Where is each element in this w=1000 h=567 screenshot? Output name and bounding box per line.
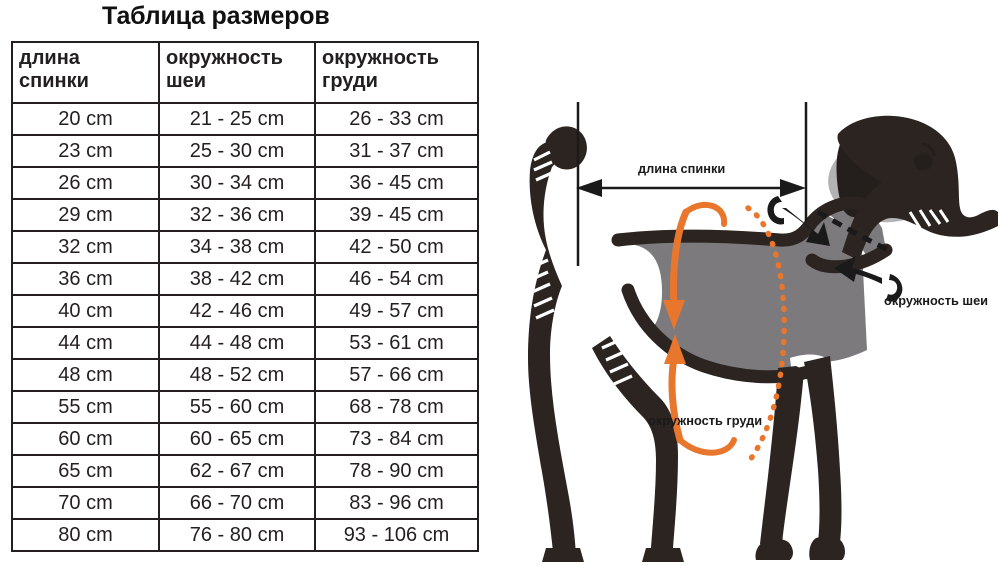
cell-neck-girth: 34 - 38 cm bbox=[158, 230, 316, 264]
cell-neck-girth: 44 - 48 cm bbox=[158, 326, 316, 360]
neck-girth-arrows bbox=[767, 196, 903, 302]
cell-chest-girth: 68 - 78 cm bbox=[314, 390, 479, 424]
table-row: 80 cm 76 - 80 cm 93 - 106 cm bbox=[11, 518, 479, 552]
back-length-label: длина спинки bbox=[638, 161, 725, 176]
cell-chest-girth: 46 - 54 cm bbox=[314, 262, 479, 296]
cell-chest-girth: 83 - 96 cm bbox=[314, 486, 479, 520]
cell-neck-girth: 38 - 42 cm bbox=[158, 262, 316, 296]
cell-back-length: 60 cm bbox=[11, 422, 160, 456]
page-title: Таблица размеров bbox=[102, 2, 330, 30]
chest-girth-label: окружность груди bbox=[648, 413, 762, 428]
table-row: 32 cm 34 - 38 cm 42 - 50 cm bbox=[11, 230, 479, 264]
muzzle-stripes bbox=[908, 209, 950, 229]
cell-back-length: 48 cm bbox=[11, 358, 160, 392]
cell-back-length: 26 cm bbox=[11, 166, 160, 200]
size-table: длина спинки окружность шеи окружность г… bbox=[11, 41, 479, 552]
cell-back-length: 44 cm bbox=[11, 326, 160, 360]
dog-rear-and-tail bbox=[528, 126, 684, 563]
cell-chest-girth: 31 - 37 cm bbox=[314, 134, 479, 168]
hind-leg-stripes bbox=[529, 150, 633, 386]
column-header-back-length: длина спинки bbox=[11, 41, 160, 104]
table-row: 40 cm 42 - 46 cm 49 - 57 cm bbox=[11, 294, 479, 328]
cell-neck-girth: 55 - 60 cm bbox=[158, 390, 316, 424]
table-header-row: длина спинки окружность шеи окружность г… bbox=[11, 41, 479, 104]
cell-neck-girth: 42 - 46 cm bbox=[158, 294, 316, 328]
table-row: 65 cm 62 - 67 cm 78 - 90 cm bbox=[11, 454, 479, 488]
cell-chest-girth: 93 - 106 cm bbox=[314, 518, 479, 552]
table-row: 55 cm 55 - 60 cm 68 - 78 cm bbox=[11, 390, 479, 424]
neck-girth-label: окружность шеи bbox=[884, 293, 988, 308]
cell-back-length: 40 cm bbox=[11, 294, 160, 328]
cell-chest-girth: 78 - 90 cm bbox=[314, 454, 479, 488]
cell-back-length: 23 cm bbox=[11, 134, 160, 168]
dog-measurement-diagram: длина спинки окружность шеи окружность г… bbox=[490, 100, 1000, 567]
cell-neck-girth: 66 - 70 cm bbox=[158, 486, 316, 520]
cell-neck-girth: 25 - 30 cm bbox=[158, 134, 316, 168]
cell-neck-girth: 21 - 25 cm bbox=[158, 102, 316, 136]
cell-back-length: 80 cm bbox=[11, 518, 160, 552]
cell-back-length: 65 cm bbox=[11, 454, 160, 488]
cell-neck-girth: 32 - 36 cm bbox=[158, 198, 316, 232]
back-length-double-arrow bbox=[576, 179, 806, 197]
chest-girth-orange-markers bbox=[663, 201, 787, 463]
cell-neck-girth: 62 - 67 cm bbox=[158, 454, 316, 488]
eye-icon bbox=[914, 142, 936, 171]
cell-back-length: 32 cm bbox=[11, 230, 160, 264]
table-row: 23 cm 25 - 30 cm 31 - 37 cm bbox=[11, 134, 479, 168]
cell-chest-girth: 57 - 66 cm bbox=[314, 358, 479, 392]
table-row: 29 cm 32 - 36 cm 39 - 45 cm bbox=[11, 198, 479, 232]
table-row: 44 cm 44 - 48 cm 53 - 61 cm bbox=[11, 326, 479, 360]
cell-chest-girth: 39 - 45 cm bbox=[314, 198, 479, 232]
cell-chest-girth: 42 - 50 cm bbox=[314, 230, 479, 264]
front-legs bbox=[755, 356, 845, 560]
table-row: 36 cm 38 - 42 cm 46 - 54 cm bbox=[11, 262, 479, 296]
cell-neck-girth: 48 - 52 cm bbox=[158, 358, 316, 392]
neck-girth-dashed-line bbox=[816, 209, 890, 253]
back-length-measure-guides bbox=[576, 102, 808, 266]
cell-chest-girth: 36 - 45 cm bbox=[314, 166, 479, 200]
cell-chest-girth: 53 - 61 cm bbox=[314, 326, 479, 360]
cell-neck-girth: 76 - 80 cm bbox=[158, 518, 316, 552]
table-row: 70 cm 66 - 70 cm 83 - 96 cm bbox=[11, 486, 479, 520]
cell-back-length: 55 cm bbox=[11, 390, 160, 424]
cell-back-length: 29 cm bbox=[11, 198, 160, 232]
table-row: 26 cm 30 - 34 cm 36 - 45 cm bbox=[11, 166, 479, 200]
cell-neck-girth: 60 - 65 cm bbox=[158, 422, 316, 456]
column-header-neck-girth: окружность шеи bbox=[158, 41, 316, 104]
cell-back-length: 70 cm bbox=[11, 486, 160, 520]
cell-back-length: 36 cm bbox=[11, 262, 160, 296]
cell-chest-girth: 73 - 84 cm bbox=[314, 422, 479, 456]
cell-neck-girth: 30 - 34 cm bbox=[158, 166, 316, 200]
cell-back-length: 20 cm bbox=[11, 102, 160, 136]
column-header-chest-girth: окружность груди bbox=[314, 41, 479, 104]
size-table-body: 20 cm 21 - 25 cm 26 - 33 cm 23 cm 25 - 30 cm… bbox=[11, 102, 479, 552]
table-row: 20 cm 21 - 25 cm 26 - 33 cm bbox=[11, 102, 479, 136]
dog-head bbox=[837, 115, 998, 260]
size-table-container: длина спинки окружность шеи окружность г… bbox=[11, 41, 479, 552]
cell-chest-girth: 26 - 33 cm bbox=[314, 102, 479, 136]
table-row: 60 cm 60 - 65 cm 73 - 84 cm bbox=[11, 422, 479, 456]
table-row: 48 cm 48 - 52 cm 57 - 66 cm bbox=[11, 358, 479, 392]
cell-chest-girth: 49 - 57 cm bbox=[314, 294, 479, 328]
